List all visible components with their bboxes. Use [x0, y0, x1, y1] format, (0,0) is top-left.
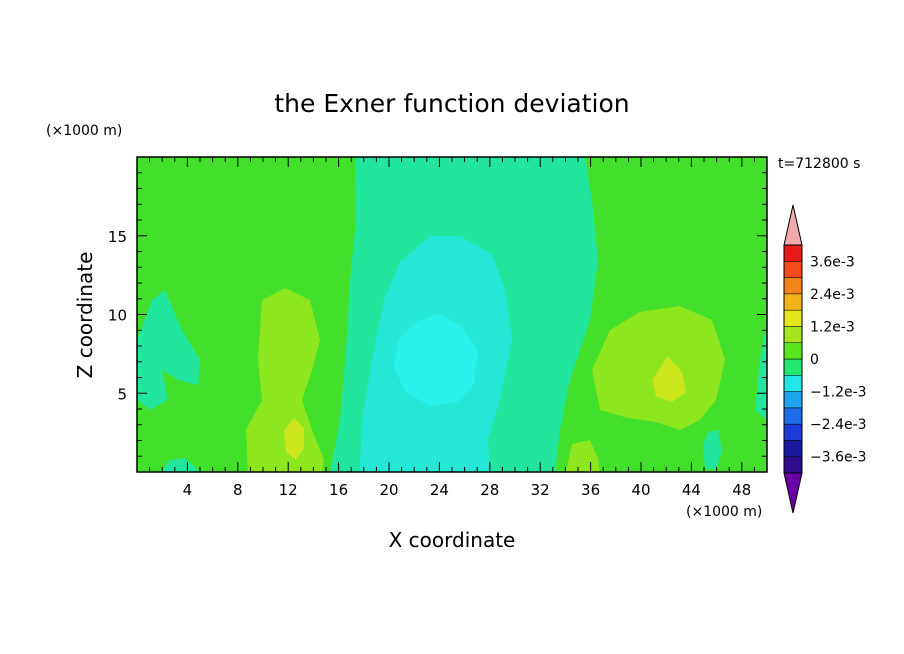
x-tick-label: 40 — [631, 481, 650, 499]
colorbar-frame — [783, 244, 803, 474]
colorbar-label: 0 — [810, 352, 819, 368]
colorbar-bin — [783, 277, 803, 295]
x-tick-label: 4 — [183, 481, 193, 499]
x-tick-label: 12 — [279, 481, 298, 499]
contour-right-positive — [592, 306, 725, 430]
contour-left-bottom-negative — [160, 458, 200, 472]
colorbar-upper-extension — [783, 204, 803, 246]
colorbar-bin — [783, 407, 803, 425]
contour-left-edge-negative — [137, 290, 200, 410]
colorbar-bin — [783, 375, 803, 392]
x-axis: 4 8 12 16 20 24 28 32 36 40 44 48 — [149, 157, 755, 499]
colorbar-bin — [783, 293, 803, 311]
colorbar-label: −2.4e-3 — [810, 417, 867, 433]
contour-left-positive — [246, 288, 324, 472]
colorbar-label: −3.6e-3 — [810, 450, 867, 466]
colorbar-bin — [783, 244, 803, 262]
x-tick-label: 24 — [430, 481, 449, 499]
time-label: t=712800 s — [778, 156, 860, 172]
colorbar-label: 1.2e-3 — [810, 319, 855, 335]
colorbar-label: 3.6e-3 — [810, 254, 855, 270]
x-tick-label: 16 — [329, 481, 348, 499]
colorbar-bin — [783, 391, 803, 409]
colorbar-bin — [783, 261, 803, 278]
contour-left-peak — [284, 418, 304, 460]
colorbar-bin — [783, 423, 803, 441]
y-tick-label: 5 — [117, 385, 127, 403]
x-tick-label: 32 — [531, 481, 550, 499]
chart-title: the Exner function deviation — [274, 89, 629, 118]
x-axis-title: X coordinate — [389, 528, 516, 552]
y-axis-title: Z coordinate — [73, 252, 97, 379]
x-tick-label: 8 — [233, 481, 243, 499]
y-unit-label: (×1000 m) — [46, 123, 122, 139]
y-tick-label: 15 — [108, 228, 127, 246]
contour-bottom-right-positive — [566, 440, 600, 472]
contour-right-blob-negative — [703, 430, 722, 470]
colorbar-bin — [783, 309, 803, 327]
y-axis: 5 10 15 — [108, 172, 767, 457]
colorbar-label: −1.2e-3 — [810, 385, 867, 401]
x-unit-label: (×1000 m) — [686, 504, 762, 520]
colorbar-bin — [783, 358, 803, 376]
x-tick-label: 20 — [379, 481, 398, 499]
colorbar-bin — [783, 440, 803, 457]
x-tick-label: 48 — [732, 481, 751, 499]
colorbar-label: 2.4e-3 — [810, 287, 855, 303]
x-tick-label: 28 — [480, 481, 499, 499]
y-tick-label: 10 — [108, 307, 127, 325]
colorbar-bin — [783, 342, 803, 360]
x-tick-label: 36 — [581, 481, 600, 499]
colorbar-bin — [783, 456, 803, 474]
contour-right-edge-negative — [755, 320, 767, 420]
colorbar-lower-extension — [783, 472, 803, 514]
colorbar: 3.6e-3 2.4e-3 1.2e-3 0 −1.2e-3 −2.4e-3 −3.6e-3 — [783, 204, 867, 514]
x-tick-label: 44 — [682, 481, 701, 499]
contour-core-negative — [394, 314, 478, 406]
contour-right-peak — [652, 356, 686, 402]
colorbar-bin — [783, 326, 803, 343]
